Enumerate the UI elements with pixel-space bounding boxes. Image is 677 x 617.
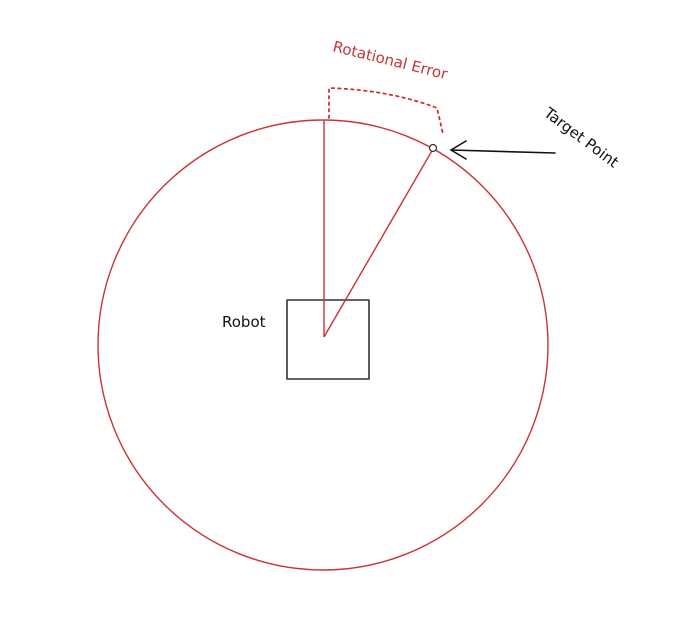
rotational-error-label: Rotational Error xyxy=(331,37,450,83)
robot-label: Robot xyxy=(222,313,266,331)
lookahead-circle xyxy=(97,119,549,571)
target-point-marker xyxy=(428,143,438,153)
target-line xyxy=(323,148,434,338)
target-point-label: Target Point xyxy=(540,103,622,171)
target-arrow xyxy=(450,140,556,160)
robot-box xyxy=(286,299,370,380)
rotational-error-bracket xyxy=(328,87,444,135)
